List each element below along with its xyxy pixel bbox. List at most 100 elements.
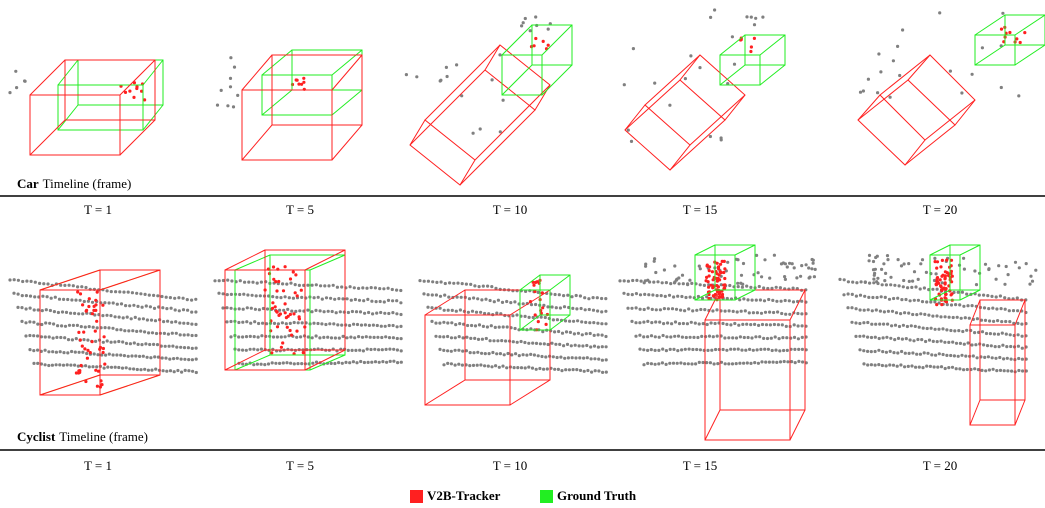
- lidar-point: [572, 368, 575, 371]
- lidar-point: [443, 294, 446, 297]
- lidar-point: [479, 127, 482, 130]
- lidar-point: [251, 281, 254, 284]
- lidar-point: [635, 279, 638, 282]
- lidar-point: [500, 339, 503, 342]
- tracked-point: [945, 259, 948, 262]
- lidar-point: [153, 355, 156, 358]
- lidar-point: [468, 297, 471, 300]
- lidar-point: [333, 362, 336, 365]
- lidar-point: [537, 291, 540, 294]
- lidar-point: [729, 348, 732, 351]
- lidar-point: [73, 312, 76, 315]
- box-face: [950, 245, 980, 290]
- lidar-point: [1001, 344, 1004, 347]
- lidar-point: [44, 349, 47, 352]
- lidar-point: [943, 341, 946, 344]
- lidar-point: [446, 349, 449, 352]
- lidar-point: [919, 262, 922, 265]
- lidar-point: [886, 254, 889, 257]
- lidar-point: [387, 287, 390, 290]
- lidar-point: [593, 345, 596, 348]
- lidar-point: [920, 338, 923, 341]
- lidar-point: [914, 325, 917, 328]
- box-edge: [100, 270, 160, 290]
- lidar-point: [877, 52, 880, 55]
- lidar-point: [926, 327, 929, 330]
- lidar-point: [917, 278, 920, 281]
- lidar-point: [326, 336, 329, 339]
- tracked-point: [86, 349, 89, 352]
- lidar-point: [1028, 283, 1031, 286]
- tracked-point: [944, 281, 947, 284]
- lidar-point: [966, 368, 969, 371]
- lidar-point: [25, 294, 28, 297]
- tracked-point: [1000, 28, 1003, 31]
- lidar-point: [810, 267, 813, 270]
- lidar-point: [141, 306, 144, 309]
- lidar-point: [680, 348, 683, 351]
- lidar-point: [907, 312, 910, 315]
- lidar-point: [286, 308, 289, 311]
- lidar-point: [998, 345, 1001, 348]
- box-face: [970, 325, 1015, 425]
- lidar-point: [900, 350, 903, 353]
- lidar-point: [724, 362, 727, 365]
- lidar-point: [872, 281, 875, 284]
- lidar-point: [121, 340, 124, 343]
- lidar-point: [574, 344, 577, 347]
- lidar-point: [885, 336, 888, 339]
- lidar-point: [182, 322, 185, 325]
- lidar-point: [1017, 94, 1020, 97]
- tracked-point: [79, 292, 82, 295]
- lidar-point: [333, 298, 336, 301]
- lidar-point: [925, 300, 928, 303]
- lidar-point: [522, 353, 525, 356]
- lidar-point: [55, 336, 58, 339]
- lidar-point: [520, 366, 523, 369]
- tracked-point: [941, 259, 944, 262]
- box-edge: [262, 50, 292, 75]
- lidar-point: [177, 296, 180, 299]
- lidar-point: [351, 310, 354, 313]
- lidar-point: [691, 348, 694, 351]
- lidar-point: [699, 348, 702, 351]
- lidar-point: [866, 350, 869, 353]
- lidar-point: [577, 332, 580, 335]
- lidar-point: [604, 322, 607, 325]
- box-edge: [705, 410, 720, 440]
- lidar-point: [699, 283, 702, 286]
- lidar-point: [119, 354, 122, 357]
- lidar-point: [646, 362, 649, 365]
- lidar-point: [68, 284, 71, 287]
- lidar-point: [454, 349, 457, 352]
- lidar-point: [195, 347, 198, 350]
- lidar-point: [396, 361, 399, 364]
- row-label: CyclistTimeline (frame): [17, 429, 148, 444]
- lidar-point: [378, 361, 381, 364]
- lidar-point: [469, 283, 472, 286]
- lidar-point: [329, 297, 332, 300]
- lidar-point: [660, 294, 663, 297]
- lidar-point: [122, 291, 125, 294]
- lidar-point: [494, 364, 497, 367]
- lidar-point: [800, 312, 803, 315]
- lidar-point: [556, 318, 559, 321]
- lidar-point: [450, 336, 453, 339]
- lidar-point: [813, 275, 816, 278]
- lidar-point: [597, 358, 600, 361]
- lidar-point: [527, 366, 530, 369]
- lidar-point: [661, 361, 664, 364]
- lidar-point: [195, 371, 198, 374]
- tracked-point: [80, 364, 83, 367]
- lidar-point: [627, 280, 630, 283]
- lidar-point: [316, 322, 319, 325]
- lidar-point: [118, 290, 121, 293]
- lidar-point: [901, 338, 904, 341]
- lidar-point: [902, 324, 905, 327]
- lidar-point: [663, 268, 666, 271]
- lidar-point: [723, 336, 726, 339]
- lidar-point: [463, 310, 466, 313]
- tracked-point: [276, 325, 279, 328]
- lidar-point: [998, 356, 1001, 359]
- lidar-point: [557, 368, 560, 371]
